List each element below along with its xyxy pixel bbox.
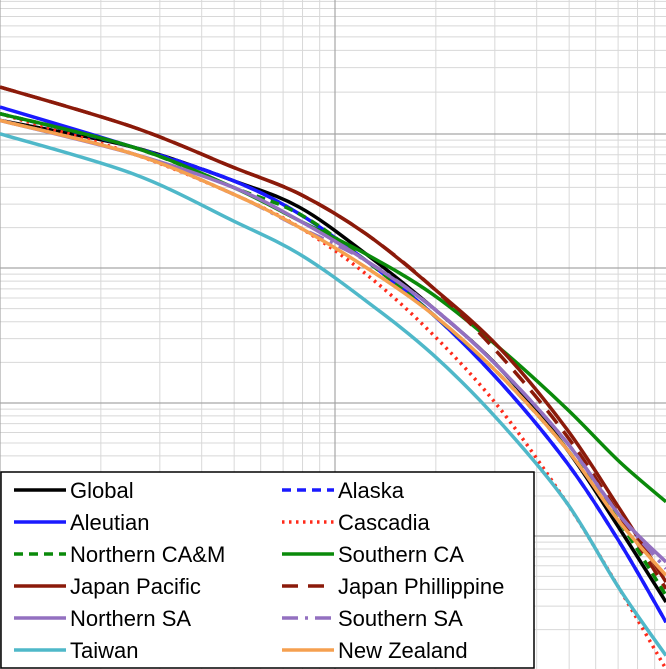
legend-label: Taiwan — [70, 638, 138, 663]
legend-label: Northern SA — [70, 606, 191, 631]
legend-label: New Zealand — [338, 638, 468, 663]
series-line-japan-pacific — [0, 85, 666, 583]
legend-item-cascadia: Cascadia — [282, 510, 430, 535]
legend-label: Southern SA — [338, 606, 463, 631]
legend-item-new-zealand: New Zealand — [282, 638, 468, 663]
legend-item-southern-ca: Southern CA — [282, 542, 464, 567]
legend-item-northern-sa: Northern SA — [14, 606, 191, 631]
series-line-taiwan — [0, 132, 666, 657]
legend-label: Japan Pacific — [70, 574, 201, 599]
legend-item-global: Global — [14, 478, 134, 503]
legend: Global Alaska Aleutian Cascadia Northern CA&… — [0, 471, 535, 669]
legend-item-aleutian: Aleutian — [14, 510, 150, 535]
legend-label: Northern CA&M — [70, 542, 225, 567]
legend-item-taiwan: Taiwan — [14, 638, 138, 663]
legend-label: Global — [70, 478, 134, 503]
legend-item-japan-phillippine: Japan Phillippine — [282, 574, 504, 599]
series-line-new-zealand — [0, 118, 666, 577]
series-line-southern-ca — [0, 112, 666, 504]
legend-item-alaska: Alaska — [282, 478, 405, 503]
legend-label: Aleutian — [70, 510, 150, 535]
legend-label: Southern CA — [338, 542, 464, 567]
legend-label: Cascadia — [338, 510, 430, 535]
legend-label: Alaska — [338, 478, 405, 503]
series-lines — [0, 85, 666, 669]
legend-item-southern-sa: Southern SA — [282, 606, 463, 631]
legend-label: Japan Phillippine — [338, 574, 504, 599]
legend-item-japan-pacific: Japan Pacific — [14, 574, 201, 599]
legend-box — [0, 471, 535, 669]
legend-item-northern-ca-m: Northern CA&M — [14, 542, 225, 567]
